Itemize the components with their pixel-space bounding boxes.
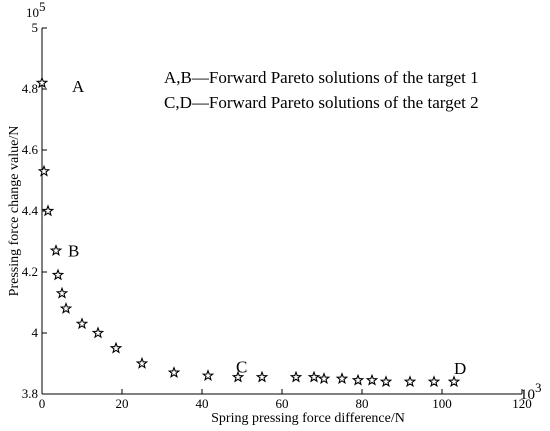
data-point [55,286,69,299]
x-axis-title: Spring pressing force difference/N [211,411,405,426]
data-point [109,341,123,354]
data-point [37,164,51,177]
y-axis-title: Pressing force change value/N [7,126,22,297]
x-ticks: 0 20 40 60 80 100 120 [39,389,532,411]
legend-line-1: A,B—Forward Pareto solutions of the targ… [164,68,479,87]
y-tick-label: 5 [32,20,39,35]
data-point [289,370,303,383]
data-point [427,375,441,388]
legend-line-2: C,D—Forward Pareto solutions of the targ… [164,93,479,112]
point-annotation: B [68,242,79,261]
data-point [403,375,417,388]
data-point [317,372,331,385]
y-tick-label: 4.2 [22,264,38,279]
data-point [75,317,89,330]
data-point [351,373,365,386]
data-point [447,375,461,388]
x-tick-label: 120 [512,396,532,411]
y-tick-label: 3.8 [22,386,38,401]
data-point [379,375,393,388]
point-annotation: D [454,359,466,378]
data-point [307,370,321,383]
x-tick-label: 40 [196,396,209,411]
data-point [49,244,63,256]
data-point [365,373,379,386]
y-tick-label: 4.8 [22,81,38,96]
data-point [91,326,105,339]
point-annotations: A B C D [68,77,466,378]
data-markers [35,76,461,388]
x-multiplier: 103 [520,380,542,403]
x-tick-label: 100 [432,396,452,411]
data-point [51,268,65,281]
x-tick-label: 20 [116,396,129,411]
y-ticks: 3.8 4 4.2 4.4 4.6 4.8 5 [22,20,47,401]
data-point [255,370,269,383]
data-point [135,356,149,369]
y-multiplier: 105 [26,0,46,20]
x-tick-label: 60 [276,396,289,411]
point-annotation: C [236,358,247,377]
data-point [41,204,55,217]
data-point [59,302,73,314]
data-point [35,76,49,89]
x-tick-label: 80 [356,396,369,411]
point-annotation: A [72,77,85,96]
data-point [167,366,181,378]
y-tick-label: 4.6 [22,142,39,157]
data-point [335,372,349,385]
y-tick-label: 4.4 [22,203,39,218]
legend: A,B—Forward Pareto solutions of the targ… [164,68,479,112]
data-point [201,369,215,382]
data-point [231,370,245,383]
y-tick-label: 4 [32,325,39,340]
x-tick-label: 0 [39,396,46,411]
